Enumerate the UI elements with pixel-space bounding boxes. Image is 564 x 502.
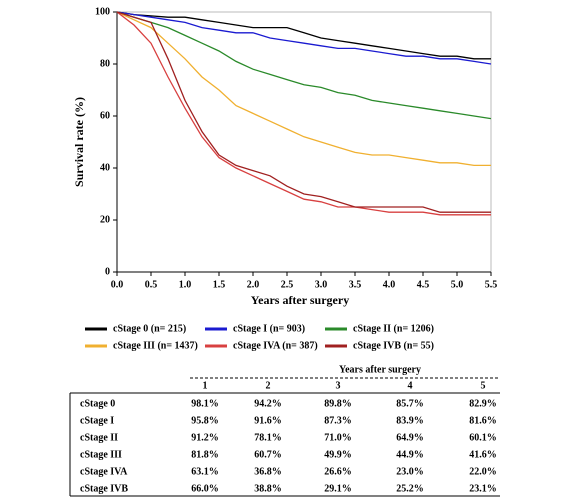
x-tick-label: 3.0 xyxy=(315,279,328,290)
table-row-label: cStage 0 xyxy=(80,398,115,409)
table-cell: 66.0% xyxy=(191,483,219,494)
x-tick-label: 1.0 xyxy=(179,279,192,290)
table-cell: 98.1% xyxy=(191,398,219,409)
table-row-label: cStage II xyxy=(80,432,118,443)
table-cell: 60.1% xyxy=(469,432,497,443)
table-cell: 23.1% xyxy=(469,483,497,494)
table-cell: 91.2% xyxy=(191,432,219,443)
table-row-label: cStage IVA xyxy=(80,466,128,477)
table-row-label: cStage III xyxy=(80,449,122,460)
legend-label: cStage 0 (n= 215) xyxy=(113,323,186,334)
survival-line xyxy=(116,11,491,213)
table-column-header: 4 xyxy=(408,380,413,391)
table-cell: 44.9% xyxy=(396,449,424,460)
y-tick-label: 60 xyxy=(100,110,110,121)
survival-line xyxy=(116,11,492,120)
y-tick-label: 20 xyxy=(100,214,110,225)
table-cell: 82.9% xyxy=(469,398,497,409)
table-cell: 36.8% xyxy=(254,466,282,477)
x-tick-label: 0.5 xyxy=(145,279,158,290)
survival-line xyxy=(116,11,491,167)
x-tick-label: 2.5 xyxy=(281,279,294,290)
table-cell: 64.9% xyxy=(396,432,424,443)
table-cell: 22.0% xyxy=(469,466,497,477)
table-cell: 91.6% xyxy=(254,415,282,426)
table-cell: 29.1% xyxy=(324,483,352,494)
table-cell: 49.9% xyxy=(324,449,352,460)
y-tick-label: 0 xyxy=(105,266,110,277)
legend-label: cStage IVB (n= 55) xyxy=(353,340,434,351)
legend-label: cStage II (n= 1206) xyxy=(353,323,434,334)
y-tick-label: 100 xyxy=(95,6,110,17)
legend-label: cStage III (n= 1437) xyxy=(113,340,198,351)
x-tick-label: 4.0 xyxy=(383,279,396,290)
table-cell: 41.6% xyxy=(469,449,497,460)
table-cell: 71.0% xyxy=(324,432,352,443)
legend-label: cStage IVA (n= 387) xyxy=(233,340,318,351)
x-tick-label: 5.5 xyxy=(485,279,498,290)
legend-label: cStage I (n= 903) xyxy=(233,323,305,334)
table-cell: 63.1% xyxy=(191,466,219,477)
table-group-header: Years after surgery xyxy=(339,364,421,375)
table-cell: 94.2% xyxy=(254,398,282,409)
y-axis-label: Survival rate (%) xyxy=(72,97,86,187)
table-cell: 83.9% xyxy=(396,415,424,426)
survival-line xyxy=(116,11,491,216)
x-axis-label: Years after surgery xyxy=(251,293,349,307)
table-cell: 89.8% xyxy=(324,398,352,409)
plot-frame xyxy=(116,11,492,273)
x-tick-label: 4.5 xyxy=(417,279,430,290)
table-column-header: 1 xyxy=(203,380,208,391)
y-tick-label: 40 xyxy=(100,162,110,173)
x-tick-label: 0.0 xyxy=(111,279,124,290)
table-cell: 81.6% xyxy=(469,415,497,426)
table-cell: 38.8% xyxy=(254,483,282,494)
table-cell: 85.7% xyxy=(396,398,424,409)
table-cell: 95.8% xyxy=(191,415,219,426)
x-tick-label: 2.0 xyxy=(247,279,260,290)
table-cell: 26.6% xyxy=(324,466,352,477)
x-tick-label: 3.5 xyxy=(349,279,362,290)
table-cell: 87.3% xyxy=(324,415,352,426)
table-column-header: 5 xyxy=(481,380,486,391)
table-column-header: 2 xyxy=(266,380,271,391)
table-cell: 25.2% xyxy=(396,483,424,494)
table-cell: 78.1% xyxy=(254,432,282,443)
table-cell: 23.0% xyxy=(396,466,424,477)
x-tick-label: 5.0 xyxy=(451,279,464,290)
y-tick-label: 80 xyxy=(100,58,110,69)
table-cell: 81.8% xyxy=(191,449,219,460)
survival-line xyxy=(116,11,492,65)
x-tick-label: 1.5 xyxy=(213,279,226,290)
table-row-label: cStage I xyxy=(80,415,114,426)
table-column-header: 3 xyxy=(336,380,341,391)
table-row-label: cStage IVB xyxy=(80,483,128,494)
table-cell: 60.7% xyxy=(254,449,282,460)
survival-line xyxy=(116,11,491,60)
